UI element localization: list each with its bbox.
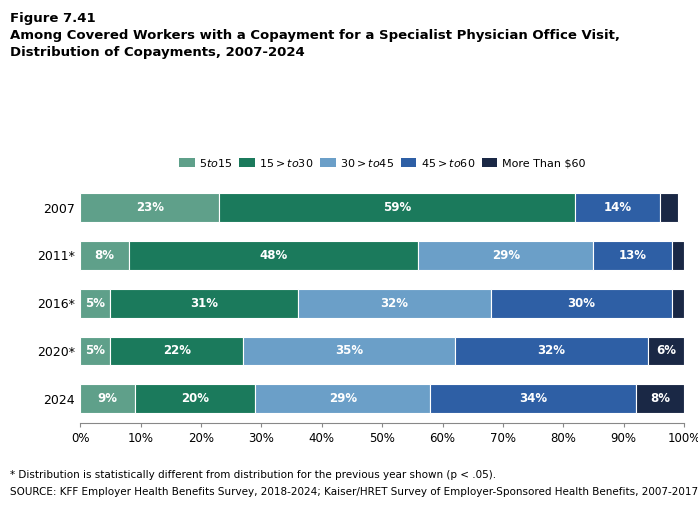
Text: 32%: 32% [380,297,408,310]
Bar [431,384,636,413]
Text: 59%: 59% [383,201,411,214]
Text: 5%: 5% [85,344,105,358]
Text: 48%: 48% [260,249,288,262]
Bar [418,241,593,270]
Text: 6%: 6% [656,344,676,358]
Bar [575,193,660,222]
Bar [297,289,491,318]
Bar [593,241,672,270]
Bar [244,337,454,365]
Bar [491,289,672,318]
Bar [80,384,135,413]
Text: 9%: 9% [98,392,117,405]
Bar [255,384,431,413]
Bar [110,289,297,318]
Text: Figure 7.41: Figure 7.41 [10,12,96,25]
Text: 5%: 5% [85,297,105,310]
Text: 13%: 13% [618,249,647,262]
Text: 29%: 29% [329,392,357,405]
Bar [454,337,648,365]
Text: 35%: 35% [335,344,363,358]
Bar [128,241,418,270]
Text: 8%: 8% [650,392,670,405]
Text: 32%: 32% [537,344,565,358]
Text: 31%: 31% [190,297,218,310]
Text: 20%: 20% [181,392,209,405]
Bar [80,241,128,270]
Bar [110,337,244,365]
Legend: $5 to $15, $15> to $30, $30> to $45, $45> to $60, More Than $60: $5 to $15, $15> to $30, $30> to $45, $45… [179,156,586,169]
Text: Among Covered Workers with a Copayment for a Specialist Physician Office Visit,: Among Covered Workers with a Copayment f… [10,29,621,42]
Bar [672,241,684,270]
Text: 23%: 23% [135,201,164,214]
Bar [135,384,255,413]
Text: 30%: 30% [567,297,595,310]
Text: * Distribution is statistically different from distribution for the previous yea: * Distribution is statistically differen… [10,470,496,480]
Text: SOURCE: KFF Employer Health Benefits Survey, 2018-2024; Kaiser/HRET Survey of Em: SOURCE: KFF Employer Health Benefits Sur… [10,487,698,497]
Text: 8%: 8% [94,249,114,262]
Text: 14%: 14% [604,201,632,214]
Text: Distribution of Copayments, 2007-2024: Distribution of Copayments, 2007-2024 [10,46,305,59]
Bar [672,289,684,318]
Bar [80,289,110,318]
Bar [648,337,684,365]
Text: 34%: 34% [519,392,547,405]
Bar [660,193,678,222]
Bar [636,384,684,413]
Text: 29%: 29% [492,249,520,262]
Bar [80,193,219,222]
Bar [219,193,575,222]
Text: 22%: 22% [163,344,191,358]
Bar [80,337,110,365]
